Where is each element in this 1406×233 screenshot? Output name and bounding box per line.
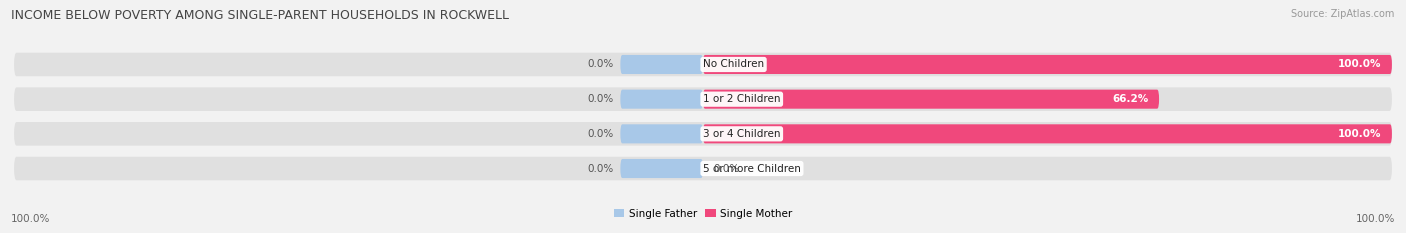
FancyBboxPatch shape: [14, 87, 1392, 111]
Text: INCOME BELOW POVERTY AMONG SINGLE-PARENT HOUSEHOLDS IN ROCKWELL: INCOME BELOW POVERTY AMONG SINGLE-PARENT…: [11, 9, 509, 22]
FancyBboxPatch shape: [703, 90, 1159, 109]
FancyBboxPatch shape: [703, 55, 1392, 74]
Text: 66.2%: 66.2%: [1112, 94, 1149, 104]
Text: 0.0%: 0.0%: [713, 164, 740, 174]
Text: Source: ZipAtlas.com: Source: ZipAtlas.com: [1291, 9, 1395, 19]
Text: 100.0%: 100.0%: [11, 214, 51, 224]
Text: 100.0%: 100.0%: [1339, 59, 1382, 69]
FancyBboxPatch shape: [620, 159, 703, 178]
Text: 100.0%: 100.0%: [1339, 129, 1382, 139]
Text: 0.0%: 0.0%: [588, 59, 613, 69]
FancyBboxPatch shape: [620, 124, 703, 143]
FancyBboxPatch shape: [620, 55, 703, 74]
Legend: Single Father, Single Mother: Single Father, Single Mother: [614, 209, 792, 219]
Text: 0.0%: 0.0%: [588, 94, 613, 104]
FancyBboxPatch shape: [14, 157, 1392, 180]
FancyBboxPatch shape: [14, 122, 1392, 146]
Text: 5 or more Children: 5 or more Children: [703, 164, 801, 174]
Text: 100.0%: 100.0%: [1355, 214, 1395, 224]
Text: 0.0%: 0.0%: [588, 164, 613, 174]
FancyBboxPatch shape: [703, 124, 1392, 143]
FancyBboxPatch shape: [620, 90, 703, 109]
FancyBboxPatch shape: [14, 53, 1392, 76]
Text: No Children: No Children: [703, 59, 763, 69]
Text: 1 or 2 Children: 1 or 2 Children: [703, 94, 780, 104]
Text: 3 or 4 Children: 3 or 4 Children: [703, 129, 780, 139]
Text: 0.0%: 0.0%: [588, 129, 613, 139]
